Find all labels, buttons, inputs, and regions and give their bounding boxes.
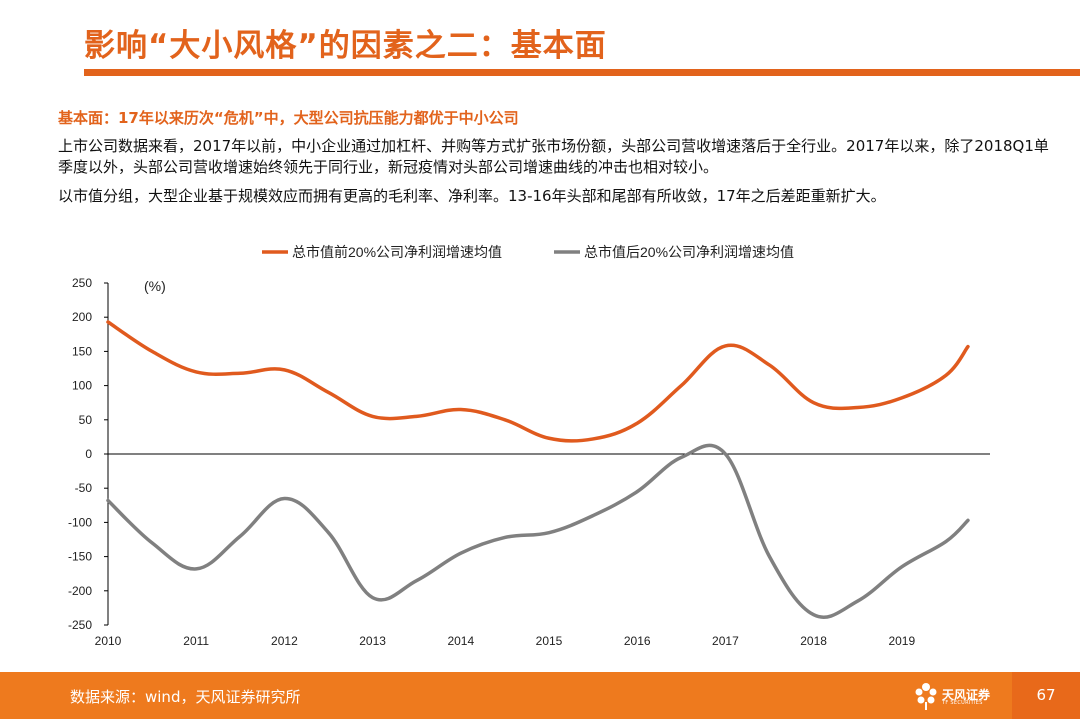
section-subheading: 基本面：17年以来历次“危机”中，大型公司抗压能力都优于中小公司 [58, 109, 519, 127]
x-tick-label: 2011 [183, 634, 209, 648]
y-tick-label: -50 [75, 481, 93, 495]
x-tick-label: 2019 [888, 634, 915, 648]
flower-logo-icon [915, 683, 937, 710]
y-tick-label: -200 [68, 584, 92, 598]
y-tick-label: 200 [72, 310, 92, 324]
x-tick-label: 2015 [536, 634, 563, 648]
body-paragraph-2: 以市值分组，大型企业基于规模效应而拥有更高的毛利率、净利率。13-16年头部和尾… [58, 187, 886, 205]
logo-subtext: TF SECURITIES [942, 700, 983, 706]
y-tick-label: 250 [72, 276, 92, 290]
y-tick-label: -250 [68, 618, 92, 632]
company-logo: 天风证券 TF SECURITIES [912, 681, 1004, 711]
x-tick-label: 2010 [95, 634, 122, 648]
y-tick-label: -100 [68, 515, 92, 529]
footer-bar: 数据来源：wind，天风证券研究所 天风证券 TF SECURITIES 67 [0, 672, 1080, 719]
x-tick-label: 2014 [447, 634, 474, 648]
x-tick-label: 2017 [712, 634, 739, 648]
y-tick-label: -150 [68, 550, 92, 564]
body-paragraph-1: 上市公司数据来看，2017年以前，中小企业通过加杠杆、并购等方式扩张市场份额，头… [58, 137, 1049, 176]
page-number: 67 [1012, 672, 1080, 719]
logo-text: 天风证券 [942, 688, 991, 702]
page-title: 影响“大小风格”的因素之二：基本面 [84, 28, 607, 64]
y-tick-label: 100 [72, 379, 92, 393]
x-tick-label: 2012 [271, 634, 298, 648]
y-tick-label: 150 [72, 344, 92, 358]
title-divider [84, 69, 1080, 76]
legend-label-1: 总市值前20%公司净利润增速均值 [292, 244, 502, 260]
data-source-note: 数据来源：wind，天风证券研究所 [70, 688, 301, 706]
y-tick-label: 0 [85, 447, 92, 461]
series-line-2 [106, 443, 970, 619]
legend-label-2: 总市值后20%公司净利润增速均值 [584, 244, 794, 260]
line-chart: 总市值前20%公司净利润增速均值 总市值后20%公司净利润增速均值 250 200 15… [68, 244, 990, 648]
series-line-1 [106, 320, 970, 443]
x-tick-label: 2013 [359, 634, 386, 648]
x-tick-label: 2016 [624, 634, 651, 648]
x-tick-label: 2018 [800, 634, 827, 648]
y-tick-label: 50 [79, 413, 93, 427]
y-unit-label: (%) [144, 278, 166, 294]
